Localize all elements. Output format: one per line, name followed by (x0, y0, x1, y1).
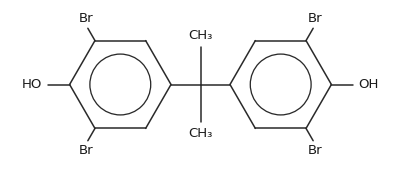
Text: Br: Br (308, 143, 322, 156)
Text: Br: Br (79, 143, 93, 156)
Text: Br: Br (79, 13, 93, 26)
Text: CH₃: CH₃ (188, 127, 213, 140)
Text: OH: OH (358, 78, 379, 91)
Text: Br: Br (308, 13, 322, 26)
Text: CH₃: CH₃ (188, 29, 213, 42)
Text: HO: HO (22, 78, 43, 91)
